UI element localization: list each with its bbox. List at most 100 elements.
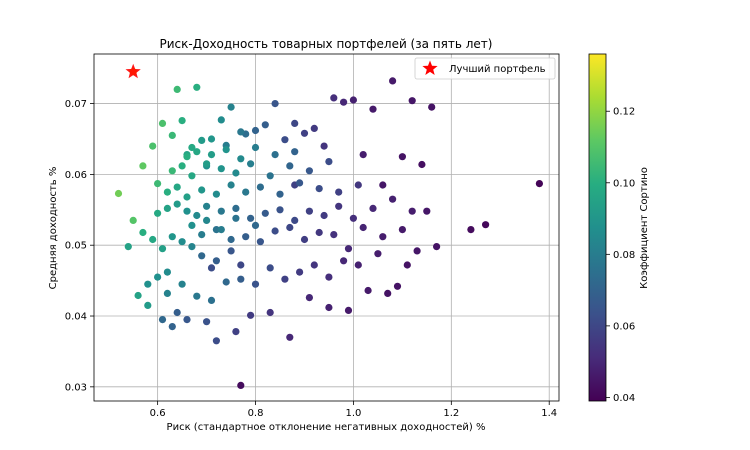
- scatter-point: [178, 280, 186, 288]
- scatter-point: [222, 146, 230, 154]
- scatter-point: [168, 167, 176, 175]
- scatter-point: [173, 85, 181, 93]
- scatter-point: [256, 183, 264, 191]
- scatter-point: [398, 153, 406, 161]
- scatter-point: [227, 235, 235, 244]
- scatter-point: [379, 233, 387, 241]
- scatter-point: [359, 223, 367, 232]
- scatter-point: [163, 268, 171, 276]
- scatter-point: [384, 289, 392, 297]
- scatter-point: [393, 282, 402, 290]
- scatter-point: [212, 190, 220, 198]
- scatter-point: [237, 155, 245, 163]
- x-tick-label: 1.0: [345, 408, 361, 419]
- scatter-point: [359, 151, 367, 159]
- scatter-point: [335, 188, 343, 196]
- colorbar-tick-label: 0.12: [613, 107, 635, 118]
- scatter-point: [163, 289, 171, 297]
- y-axis-label: Средняя доходность %: [48, 167, 59, 290]
- scatter-point: [482, 221, 490, 229]
- scatter-point: [320, 142, 328, 150]
- scatter-point: [149, 142, 157, 150]
- scatter-point: [203, 202, 211, 210]
- scatter-point: [276, 206, 284, 214]
- scatter-point: [389, 77, 397, 85]
- scatter-point: [276, 190, 284, 198]
- scatter-point: [467, 226, 475, 234]
- scatter-point: [305, 167, 313, 175]
- scatter-point: [163, 188, 171, 196]
- scatter-point: [114, 189, 123, 198]
- legend-label: Лучший портфель: [449, 64, 546, 75]
- scatter-point: [389, 195, 397, 203]
- colorbar: 0.04 0.06 0.08 0.10 0.12 Коэффициент Сортино: [588, 53, 650, 404]
- legend: Лучший портфель: [414, 57, 556, 80]
- scatter-point: [433, 243, 441, 251]
- scatter-point: [212, 257, 220, 265]
- scatter-point: [207, 135, 216, 143]
- scatter-point: [183, 153, 191, 161]
- scatter-point: [310, 124, 318, 132]
- scatter-point: [330, 94, 338, 102]
- scatter-point: [300, 129, 309, 137]
- y-tick-label: 0.03: [65, 382, 87, 393]
- scatter-point: [207, 296, 216, 304]
- colorbar-tick-label: 0.04: [613, 393, 635, 404]
- scatter-point: [418, 160, 426, 169]
- y-tick-label: 0.07: [65, 99, 87, 110]
- x-tick-label: 1.4: [541, 408, 557, 419]
- scatter-point: [330, 231, 338, 239]
- y-axis-ticks: 0.03 0.04 0.05 0.06 0.07: [65, 99, 94, 393]
- scatter-point: [158, 119, 167, 127]
- scatter-point: [193, 211, 201, 220]
- scatter-point: [428, 103, 436, 111]
- scatter-point: [266, 172, 274, 180]
- scatter-point: [242, 188, 250, 196]
- scatter-point: [315, 228, 323, 237]
- colorbar-label: Коэффициент Сортино: [639, 167, 650, 289]
- scatter-point: [173, 308, 181, 317]
- scatter-point: [247, 160, 255, 168]
- scatter-point: [256, 238, 264, 246]
- scatter-point: [198, 136, 206, 144]
- scatter-point: [173, 200, 181, 208]
- colorbar-tick-label: 0.06: [613, 321, 635, 332]
- y-tick-label: 0.05: [65, 241, 87, 252]
- scatter-point: [158, 245, 167, 253]
- scatter-point: [247, 311, 255, 319]
- x-tick-label: 0.6: [150, 408, 166, 419]
- scatter-point: [403, 261, 411, 269]
- scatter-point: [183, 207, 191, 215]
- scatter-point: [203, 318, 211, 326]
- scatter-point: [379, 181, 387, 189]
- scatter-point: [251, 143, 260, 152]
- scatter-point: [286, 333, 294, 341]
- scatter-point: [144, 301, 152, 309]
- x-axis-ticks: 0.6 0.8 1.0 1.2 1.4: [150, 401, 557, 419]
- scatter-point: [237, 381, 245, 389]
- scatter-point: [374, 250, 382, 258]
- scatter-point: [203, 160, 211, 168]
- scatter-point: [207, 151, 216, 159]
- scatter-point: [286, 223, 294, 232]
- scatter-point: [139, 228, 147, 237]
- scatter-point: [369, 105, 377, 113]
- scatter-point: [178, 162, 186, 170]
- scatter-point: [271, 151, 279, 159]
- scatter-point: [286, 162, 294, 170]
- scatter-points: [114, 63, 544, 389]
- scatter-point: [340, 98, 348, 106]
- chart-title: Риск-Доходность товарных портфелей (за п…: [160, 37, 493, 51]
- best-portfolio-star-icon: [125, 63, 141, 79]
- scatter-point: [222, 278, 230, 286]
- legend-box: [414, 57, 556, 80]
- scatter-point: [217, 207, 225, 215]
- scatter-point: [168, 233, 176, 241]
- scatter-point: [173, 183, 181, 191]
- scatter-point: [183, 316, 191, 324]
- scatter-point: [296, 268, 304, 276]
- scatter-point: [154, 209, 162, 217]
- scatter-point: [281, 136, 289, 144]
- scatter-point: [168, 323, 176, 331]
